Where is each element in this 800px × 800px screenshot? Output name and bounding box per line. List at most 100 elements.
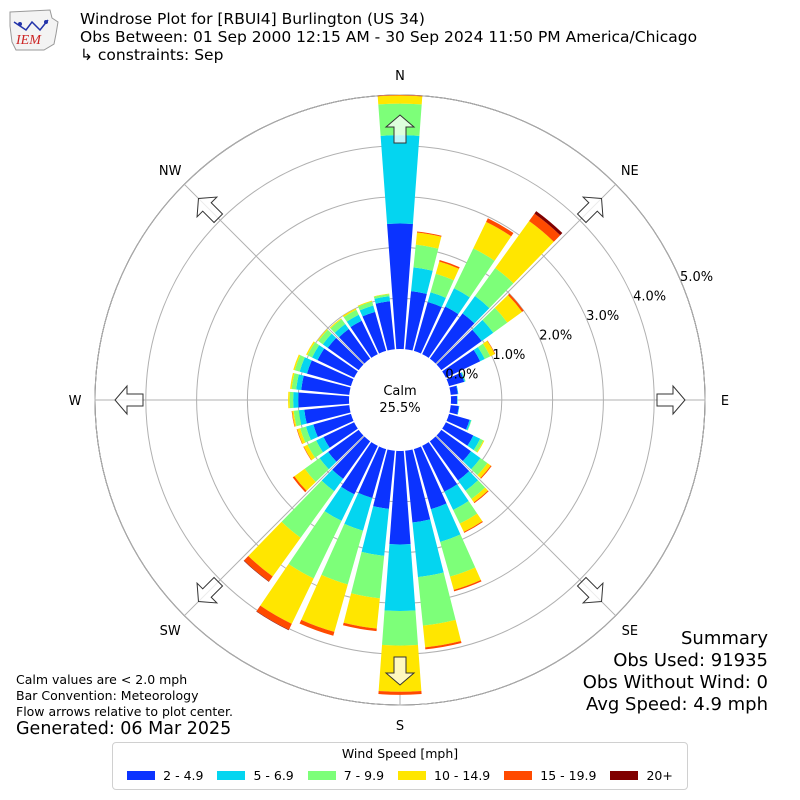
legend-swatch <box>127 771 156 780</box>
wind-bar-segment <box>417 572 456 626</box>
wind-bar-segment <box>507 293 524 312</box>
wind-bar-segment <box>373 294 390 299</box>
direction-label: N <box>395 69 405 84</box>
flow-arrow <box>576 576 604 604</box>
wind-bar-segment <box>458 471 479 491</box>
wind-bar-segment <box>290 372 295 389</box>
wind-bar-segment <box>446 413 470 430</box>
wind-bar-segment <box>460 372 466 382</box>
legend-item: 5 - 6.9 <box>217 768 294 783</box>
wind-bar-segment <box>439 260 460 269</box>
wind-bar-segment <box>296 374 304 390</box>
chart-title: Windrose Plot for [RBUI4] Burlington (US… <box>80 10 425 28</box>
wind-bar-segment <box>449 567 481 590</box>
wind-bar-segment <box>467 420 472 431</box>
wind-bar-segment <box>330 319 346 333</box>
wind-bar-segment <box>301 574 348 632</box>
wind-bar-segment <box>293 354 301 371</box>
flow-arrows <box>114 114 686 686</box>
wind-bar-segment <box>292 476 307 493</box>
wind-bar-segment <box>256 611 289 631</box>
legend-label: 10 - 14.9 <box>434 768 491 783</box>
wind-bar-segment <box>457 405 460 415</box>
wind-bar-segment <box>436 429 472 462</box>
radial-tick-label: 2.0% <box>539 328 572 343</box>
direction-label: SE <box>622 624 638 639</box>
legend-swatch <box>217 771 246 780</box>
chart-constraints: ↳ constraints: Sep <box>80 46 224 64</box>
wind-bar-segment <box>453 501 478 524</box>
wind-bar-segment <box>323 422 358 448</box>
wind-bar-segment <box>296 429 303 445</box>
wind-bar-segment <box>317 348 358 378</box>
wind-bar-segment <box>307 440 323 458</box>
wind-bar-segment <box>294 468 316 491</box>
wind-bar-segment <box>411 267 433 294</box>
wind-bar-segment <box>417 231 442 237</box>
flow-arrow <box>576 196 604 224</box>
wind-bar-segment <box>461 372 466 382</box>
wind-bar-segment <box>449 385 458 395</box>
summary-box: Summary Obs Used: 91935 Obs Without Wind… <box>583 628 768 716</box>
wind-bar-segment <box>430 503 461 542</box>
wind-bar-segment <box>358 301 374 311</box>
flow-arrow <box>384 114 416 144</box>
iem-logo: IEM <box>9 9 59 51</box>
wind-bar-segment <box>429 436 470 481</box>
wind-bar-segment <box>472 319 494 342</box>
wind-bar-segment <box>494 295 523 323</box>
radial-tick-label: 4.0% <box>633 290 666 305</box>
legend-swatch <box>307 771 336 780</box>
legend-items: 2 - 4.9 5 - 6.9 7 - 9.9 10 - 14.9 15 - 19.9 2… <box>113 768 687 783</box>
wind-bar-segment <box>475 267 514 309</box>
legend-title: Wind Speed [mph] <box>341 746 459 761</box>
legend-label: 15 - 19.9 <box>540 768 597 783</box>
wind-bar-segment <box>495 221 554 284</box>
wind-bar-segment <box>413 244 439 271</box>
bar-convention: Bar Convention: Meteorology <box>16 688 199 703</box>
direction-label: S <box>396 719 404 734</box>
wind-bar-segment <box>334 324 349 338</box>
wind-bar-segment <box>351 551 385 599</box>
wind-bar-segment <box>298 392 350 408</box>
wind-bar-segment <box>462 296 490 324</box>
wind-bar-segment <box>486 218 514 237</box>
wind-bar-segment <box>377 95 423 105</box>
wind-bar-segment <box>377 95 423 97</box>
wind-bar-segment <box>243 560 270 582</box>
wind-bar-segment <box>306 360 354 387</box>
radial-tick-labels: 0.0% 1.0% 2.0% 3.0% 4.0% 5.0% <box>445 270 713 382</box>
wind-bar-segment <box>303 446 312 461</box>
wind-bar-segment <box>362 311 387 354</box>
wind-bar-segment <box>422 442 458 492</box>
wind-bar-segment <box>298 409 307 425</box>
legend-label: 2 - 4.9 <box>163 768 204 783</box>
wind-bar-segment <box>244 556 273 582</box>
wind-bar-segment <box>373 449 395 509</box>
wind-bar-segment <box>289 391 294 409</box>
wind-bar-segment <box>413 302 442 354</box>
wind-bar-segment <box>292 410 297 427</box>
wind-bar-segment <box>477 463 491 479</box>
wind-bar-segment <box>462 451 481 470</box>
wind-bar-segment <box>343 309 359 322</box>
wind-bar-segment <box>425 641 462 650</box>
wind-bar-segment <box>444 484 469 510</box>
wind-bar-segment <box>442 349 481 378</box>
wind-bar-segment <box>415 232 442 249</box>
wind-bar-segment <box>291 373 299 390</box>
wind-bar-segment <box>346 314 362 328</box>
radial-tick-label: 1.0% <box>492 348 525 363</box>
wind-bar-segment <box>299 619 335 636</box>
wind-bar-segment <box>449 405 459 415</box>
wind-bar-segment <box>329 318 342 329</box>
wind-bar-segment <box>389 450 411 545</box>
flow-arrow <box>656 384 686 416</box>
wind-bar-segment <box>256 605 292 630</box>
calm-center <box>350 350 450 450</box>
wind-bar-segment <box>473 221 512 261</box>
summary-obs-without-wind: Obs Without Wind: 0 <box>582 672 768 693</box>
wind-bar-segment <box>450 395 458 405</box>
wind-bar-segment <box>422 619 461 648</box>
wind-bar-segment <box>299 357 312 374</box>
